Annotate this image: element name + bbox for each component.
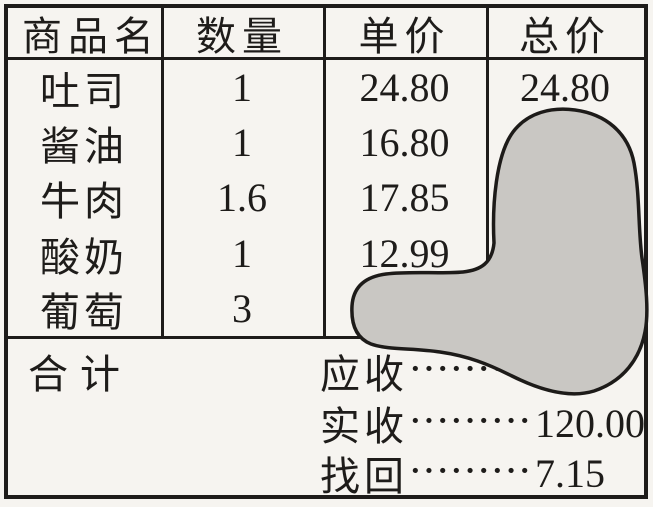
table-outer-border xyxy=(4,4,648,499)
column-divider xyxy=(486,8,489,336)
dot-leader: ········· xyxy=(410,401,534,438)
cell-product-name: 葡萄 xyxy=(40,289,128,335)
cell-product-name: 酸奶 xyxy=(40,234,128,280)
table-row: 酸奶 1 12.99 xyxy=(8,226,644,281)
amount-paid-line: 实收 ········· 120.00 xyxy=(320,398,646,450)
header-divider xyxy=(8,57,644,60)
ink-blot-shape xyxy=(350,107,649,396)
change-line: 找回 ········· 7.15 xyxy=(320,448,606,500)
table-header-row: 商品名 数量 单价 总价 xyxy=(8,8,644,59)
change-label: 找回 xyxy=(320,454,408,499)
table-row: 牛肉 1.6 17.85 xyxy=(8,170,644,225)
ink-blot xyxy=(350,107,649,396)
dot-leader: ········· xyxy=(410,451,534,488)
header-product-name: 商品名 xyxy=(22,13,160,59)
change-value: 7.15 xyxy=(535,450,606,496)
table-row: 酱油 1 16.80 xyxy=(8,115,644,170)
table-row: 葡萄 3 xyxy=(8,281,644,336)
footer-divider xyxy=(8,336,644,339)
cell-product-name: 酱油 xyxy=(40,123,128,169)
amount-due-label: 应收 xyxy=(320,352,408,397)
cell-quantity: 3 xyxy=(232,286,252,331)
cell-total-price: 24.80 xyxy=(520,65,610,110)
cell-quantity: 1 xyxy=(232,65,252,110)
cell-unit-price: 24.80 xyxy=(359,65,450,110)
header-quantity: 数量 xyxy=(196,13,288,59)
total-label: 合计 xyxy=(28,352,132,397)
header-unit-price: 单价 xyxy=(358,13,451,59)
cell-quantity: 1.6 xyxy=(217,175,267,220)
header-total-price: 总价 xyxy=(519,13,611,59)
cell-quantity: 1 xyxy=(232,231,252,276)
amount-paid-value: 120.00 xyxy=(535,400,646,446)
cell-product-name: 吐司 xyxy=(40,68,128,114)
column-divider xyxy=(323,8,326,336)
column-divider xyxy=(161,8,164,336)
cell-unit-price: 12.99 xyxy=(359,231,450,276)
cell-quantity: 1 xyxy=(232,120,252,165)
cell-unit-price: 16.80 xyxy=(359,120,450,165)
amount-paid-label: 实收 xyxy=(320,404,408,449)
cell-product-name: 牛肉 xyxy=(40,178,128,224)
cell-unit-price: 17.85 xyxy=(359,175,450,220)
table-row: 吐司 1 24.80 24.80 xyxy=(8,60,644,115)
